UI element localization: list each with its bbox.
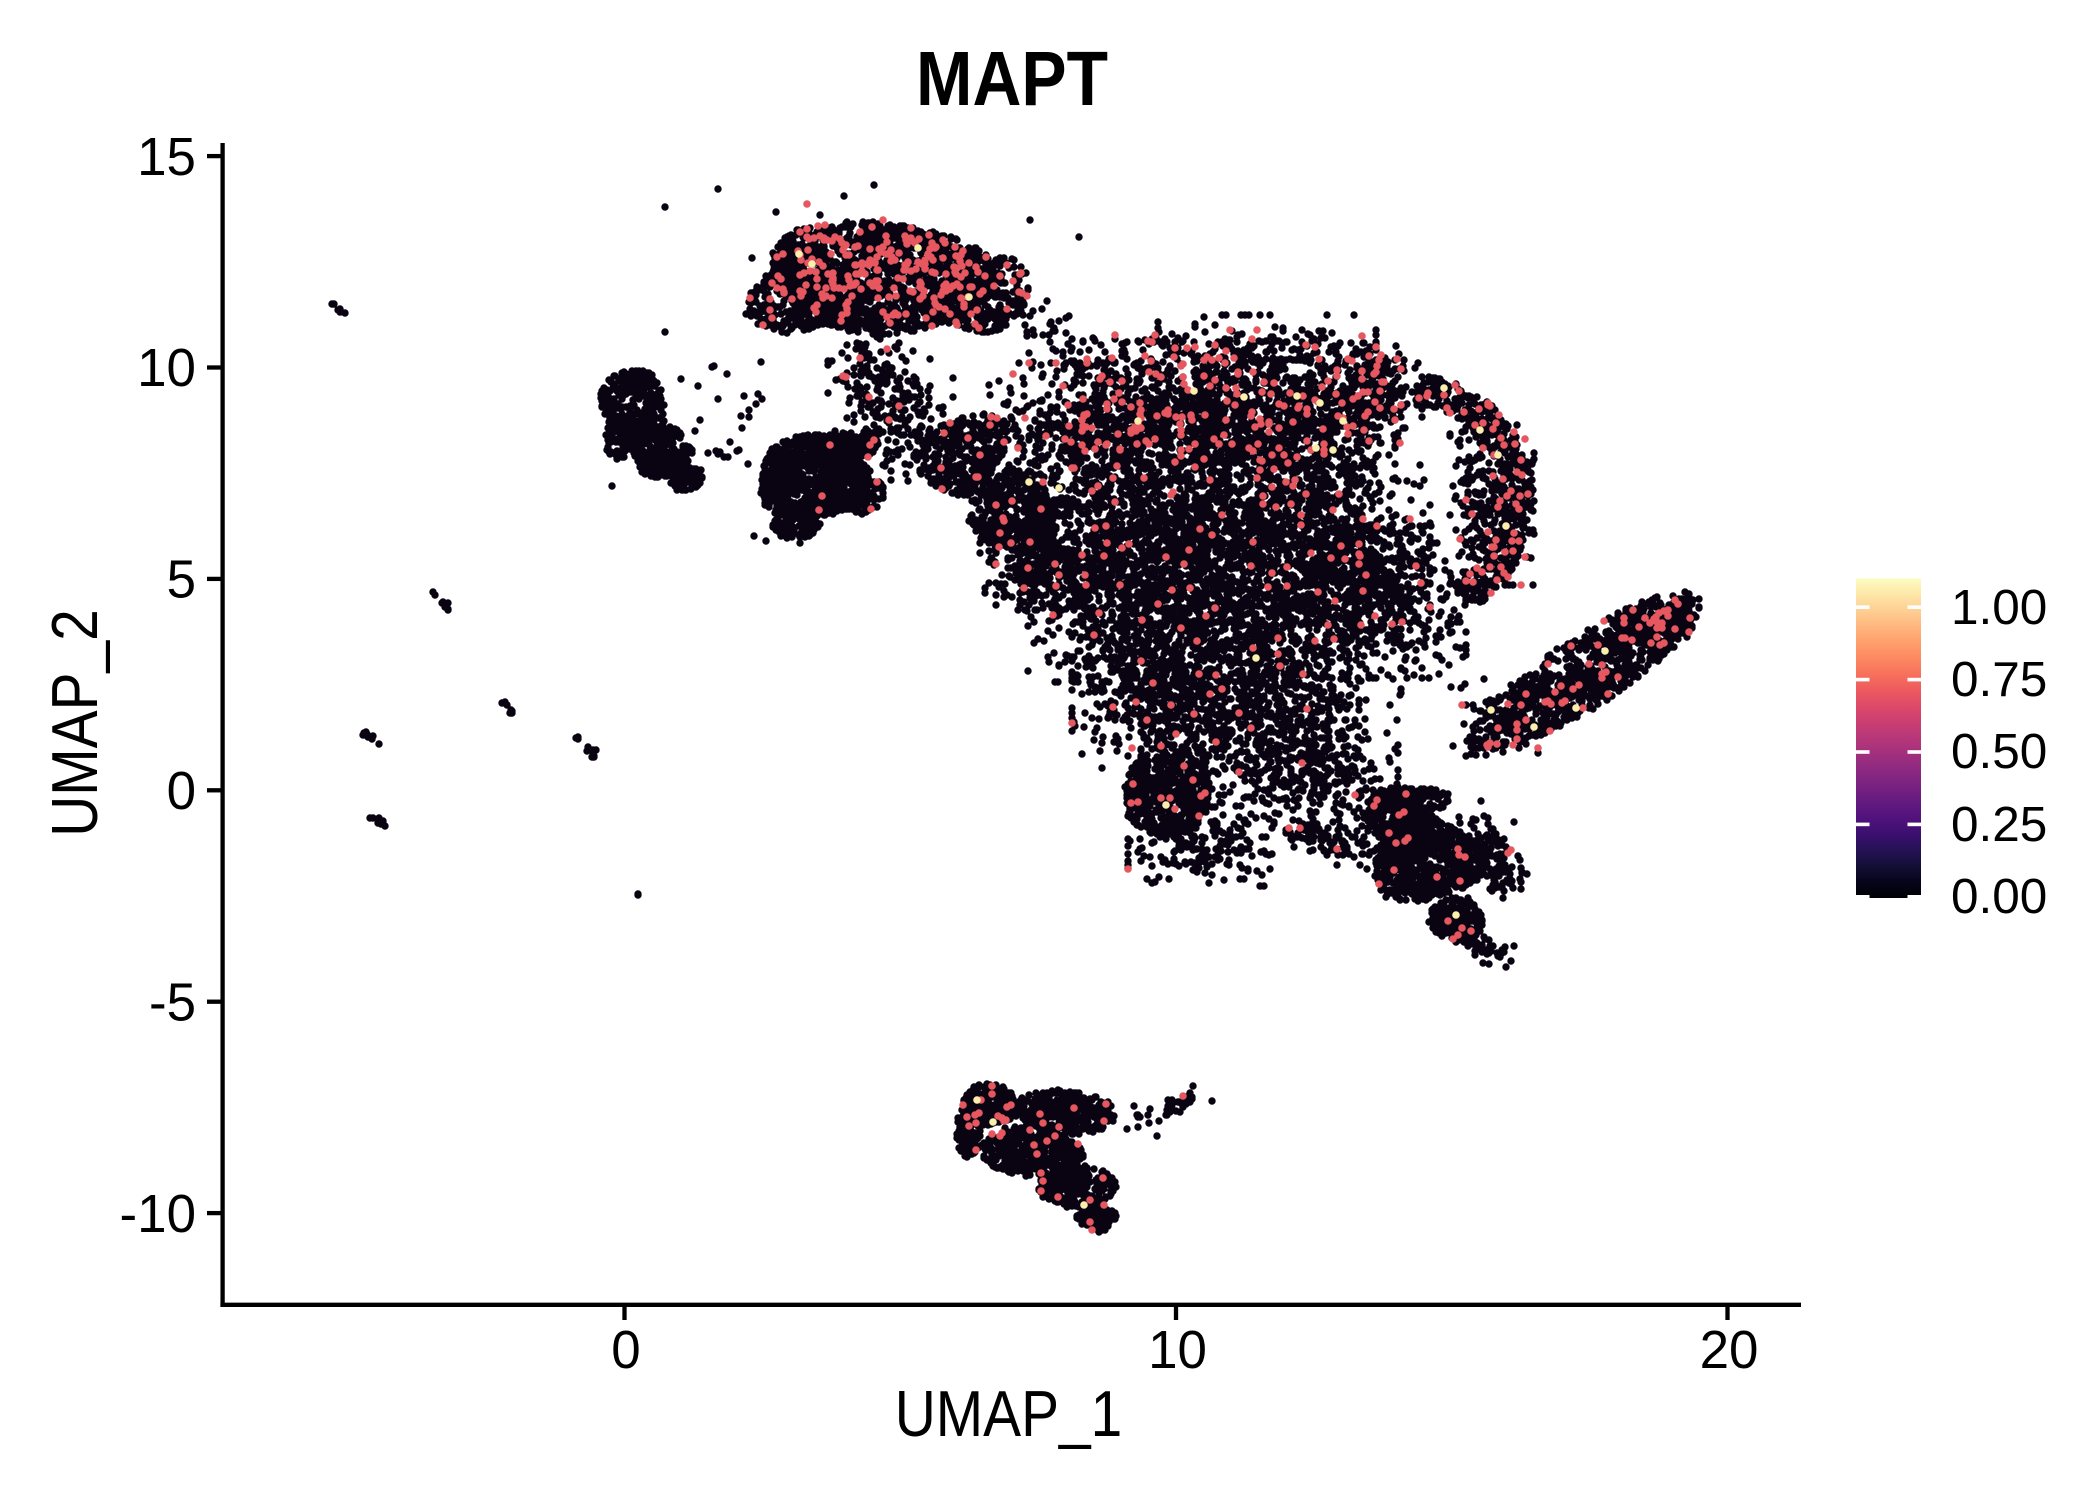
- svg-text:10: 10: [1148, 1321, 1207, 1381]
- svg-text:MAPT: MAPT: [916, 36, 1108, 122]
- svg-text:0.25: 0.25: [1951, 797, 2047, 852]
- svg-text:0.50: 0.50: [1951, 724, 2047, 779]
- svg-text:-5: -5: [149, 973, 196, 1033]
- svg-text:0.75: 0.75: [1951, 652, 2047, 707]
- svg-text:5: 5: [167, 550, 196, 610]
- svg-text:UMAP_2: UMAP_2: [38, 609, 110, 837]
- svg-text:0: 0: [611, 1321, 640, 1381]
- svg-text:0.00: 0.00: [1951, 869, 2047, 924]
- svg-text:15: 15: [137, 127, 196, 187]
- svg-text:UMAP_1: UMAP_1: [895, 1377, 1123, 1449]
- svg-text:20: 20: [1700, 1321, 1759, 1381]
- svg-text:0: 0: [167, 762, 196, 822]
- svg-text:10: 10: [137, 339, 196, 399]
- svg-text:1.00: 1.00: [1951, 580, 2047, 635]
- svg-text:-10: -10: [120, 1184, 196, 1244]
